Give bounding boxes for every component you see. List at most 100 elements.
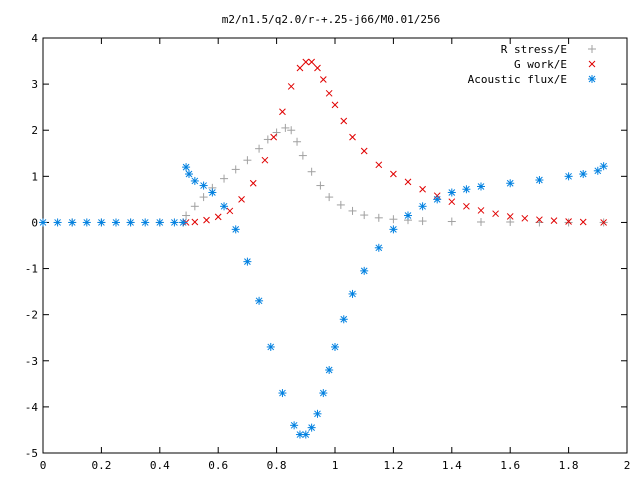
series-1 bbox=[182, 58, 607, 226]
data-point bbox=[278, 389, 287, 398]
data-point bbox=[307, 423, 316, 432]
data-point bbox=[348, 206, 357, 215]
data-point bbox=[220, 202, 229, 211]
legend-marker bbox=[588, 60, 596, 68]
data-point bbox=[390, 170, 397, 178]
data-point bbox=[208, 188, 217, 197]
data-point bbox=[348, 289, 357, 298]
data-point bbox=[360, 147, 368, 155]
data-point bbox=[290, 421, 299, 430]
data-point bbox=[360, 211, 369, 220]
data-point bbox=[550, 217, 558, 224]
data-point bbox=[179, 218, 188, 227]
data-point bbox=[238, 196, 245, 203]
data-point bbox=[190, 202, 199, 211]
data-point bbox=[565, 218, 572, 225]
y-tick-label: 4 bbox=[31, 32, 38, 45]
data-point bbox=[185, 170, 193, 179]
data-point bbox=[418, 217, 427, 226]
data-point bbox=[404, 178, 412, 186]
data-point bbox=[448, 198, 456, 206]
data-point bbox=[39, 218, 47, 227]
data-point bbox=[564, 218, 573, 227]
data-point bbox=[255, 296, 264, 305]
legend-label: Acoustic flux/E bbox=[468, 73, 567, 86]
x-tick-label: 0 bbox=[40, 459, 47, 472]
y-tick-label: 0 bbox=[31, 216, 38, 229]
data-point bbox=[231, 165, 240, 174]
data-point bbox=[374, 213, 383, 222]
data-point bbox=[336, 200, 345, 209]
data-point bbox=[199, 181, 208, 190]
x-tick-label: 0.4 bbox=[150, 459, 170, 472]
data-point bbox=[389, 215, 398, 224]
data-point bbox=[261, 156, 269, 164]
data-point bbox=[307, 167, 316, 176]
data-point bbox=[600, 219, 607, 226]
data-point bbox=[301, 430, 310, 439]
data-point bbox=[214, 213, 222, 221]
data-point bbox=[220, 174, 229, 183]
x-tick-label: 0.2 bbox=[91, 459, 111, 472]
data-point bbox=[126, 218, 135, 227]
y-tick-label: -2 bbox=[25, 309, 38, 322]
data-point bbox=[203, 216, 210, 224]
data-point bbox=[231, 225, 240, 234]
data-point bbox=[506, 217, 515, 226]
data-point bbox=[579, 218, 587, 226]
data-point bbox=[331, 342, 339, 351]
data-point bbox=[331, 101, 339, 109]
data-point bbox=[535, 176, 544, 185]
data-point bbox=[266, 342, 275, 351]
data-point bbox=[339, 315, 348, 324]
data-point bbox=[279, 108, 286, 116]
y-tick-label: 3 bbox=[31, 78, 38, 91]
x-tick-label: 1.4 bbox=[442, 459, 462, 472]
data-point bbox=[536, 216, 543, 224]
data-point bbox=[521, 214, 529, 222]
x-tick-label: 1.8 bbox=[559, 459, 579, 472]
y-tick-label: 1 bbox=[31, 170, 38, 183]
data-point bbox=[314, 64, 321, 72]
series-layer bbox=[39, 58, 608, 439]
data-point bbox=[263, 135, 272, 144]
series-0 bbox=[39, 123, 608, 227]
legend-label: R stress/E bbox=[501, 43, 567, 56]
legend-marker bbox=[588, 75, 596, 83]
data-point bbox=[293, 137, 302, 146]
data-point bbox=[463, 202, 470, 210]
y-tick-label: 2 bbox=[31, 124, 38, 137]
data-point bbox=[249, 179, 257, 187]
x-tick-label: 2 bbox=[624, 459, 631, 472]
data-point bbox=[477, 217, 485, 226]
data-point bbox=[170, 218, 179, 227]
y-tick-label: -5 bbox=[25, 447, 38, 460]
data-point bbox=[599, 162, 608, 171]
data-point bbox=[68, 218, 77, 227]
y-axis: 4 3 2 1 0 -1 -2 -3 -4 -5 bbox=[25, 32, 627, 460]
data-point bbox=[287, 126, 296, 135]
data-point bbox=[340, 117, 348, 125]
y-tick-label: -1 bbox=[25, 263, 38, 276]
data-point bbox=[243, 156, 252, 165]
data-point bbox=[404, 211, 412, 220]
data-point bbox=[298, 151, 307, 160]
data-point bbox=[462, 185, 471, 194]
data-point bbox=[53, 218, 62, 227]
data-point bbox=[374, 243, 383, 252]
data-point bbox=[316, 181, 325, 190]
y-tick-label: -4 bbox=[25, 401, 39, 414]
data-point bbox=[418, 202, 427, 211]
data-point bbox=[272, 128, 281, 137]
data-point bbox=[313, 409, 322, 418]
data-point bbox=[506, 179, 515, 188]
data-point bbox=[270, 133, 278, 141]
plot-frame bbox=[42, 37, 628, 454]
data-point bbox=[182, 163, 191, 172]
data-point bbox=[287, 83, 295, 90]
data-point bbox=[319, 76, 327, 83]
y-tick-label: -3 bbox=[25, 355, 38, 368]
data-point bbox=[492, 210, 499, 218]
data-point bbox=[419, 185, 426, 193]
plot-border bbox=[42, 37, 628, 454]
